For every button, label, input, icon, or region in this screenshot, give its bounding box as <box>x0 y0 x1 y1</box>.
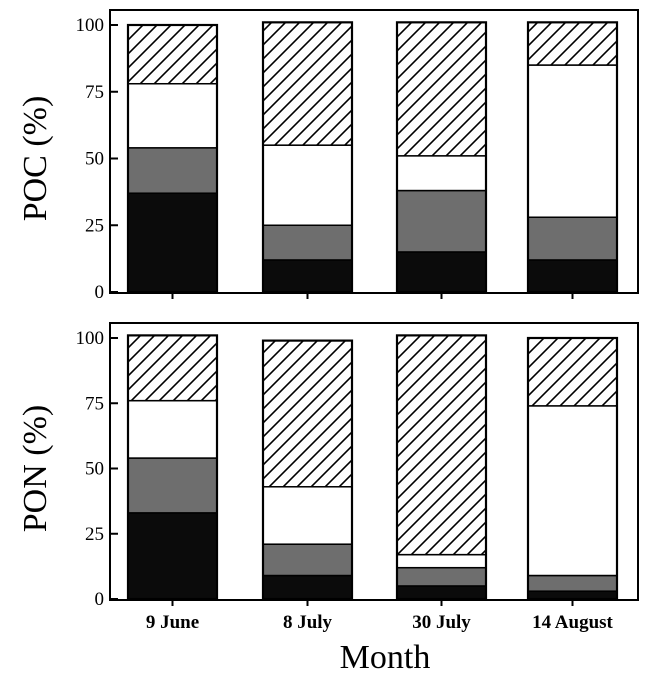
poc-y-tick-label: 100 <box>76 15 105 36</box>
poc-bar-segment-dark-grey <box>527 216 618 261</box>
poc-plot-frame <box>109 9 639 294</box>
pon-bar-segment-white <box>396 553 487 569</box>
poc-y-tick-label: 50 <box>85 149 104 170</box>
pon-category-label: 30 July <box>412 612 471 633</box>
pon-category-label: 8 July <box>283 612 333 633</box>
pon-bar-segment-white <box>127 399 218 459</box>
pon-category-label: 9 June <box>146 612 199 633</box>
poc-bar-segment-hatched <box>527 21 618 66</box>
pon-bar-segment-black <box>527 590 618 600</box>
pon-bar-segment-hatched <box>527 337 618 407</box>
poc-bar-segment-hatched <box>127 24 218 85</box>
pon-bar-segment-dark-grey <box>127 457 218 514</box>
pon-bar-segment-hatched <box>127 334 218 402</box>
poc-bar-outline <box>395 21 488 294</box>
poc-bar-segment-hatched <box>396 21 487 157</box>
x-axis-title: Month <box>340 639 431 676</box>
pon-category-label: 14 August <box>532 612 613 633</box>
pon-bar-outline <box>126 334 219 601</box>
poc-bar-segment-white <box>262 144 353 226</box>
pon-y-tick-label: 25 <box>85 524 104 545</box>
poc-panel: 0 25 50 75 100 POC (%) <box>17 9 639 303</box>
poc-y-tick-label: 25 <box>85 215 104 236</box>
pon-y-tick-label: 100 <box>76 328 105 349</box>
poc-bar-outline <box>126 23 219 294</box>
poc-bar-segment-black <box>527 259 618 293</box>
poc-bar-segment-white <box>396 155 487 192</box>
poc-bar-segment-black <box>396 251 487 293</box>
pon-bar-segment-dark-grey <box>527 574 618 592</box>
pon-y-axis-title: PON (%) <box>17 405 54 532</box>
pon-bar-segment-hatched <box>396 334 487 556</box>
pon-bar-segment-black <box>127 512 218 600</box>
pon-bar-segment-white <box>262 486 353 545</box>
poc-y-tick-label: 75 <box>85 82 104 103</box>
pon-y-tick-label: 50 <box>85 459 104 480</box>
pon-y-tick-label: 0 <box>95 589 105 610</box>
poc-bar-outline <box>526 21 619 294</box>
poc-bar-segment-white <box>127 82 218 149</box>
poc-y-tick-label: 0 <box>95 282 105 303</box>
poc-bar-segment-white <box>527 64 618 218</box>
pon-bar-outline <box>526 336 619 601</box>
poc-bar-outline <box>261 21 354 294</box>
pon-bar-segment-dark-grey <box>262 543 353 577</box>
pon-bar-segment-hatched <box>262 339 353 488</box>
pon-bar-segment-dark-grey <box>396 566 487 587</box>
pon-plot-frame <box>109 322 639 601</box>
pon-bar-segment-black <box>262 574 353 600</box>
poc-bar-segment-hatched <box>262 21 353 146</box>
poc-bar-segment-dark-grey <box>396 189 487 253</box>
pon-bar-outline <box>261 339 354 601</box>
pon-bar-segment-black <box>396 585 487 600</box>
poc-bar-segment-black <box>127 192 218 293</box>
poc-bar-segment-dark-grey <box>262 224 353 261</box>
pon-bar-outline <box>395 334 488 601</box>
poc-bar-segment-dark-grey <box>127 147 218 194</box>
pon-panel: 0 25 50 75 100 PON (%) 9 June 8 July 30 July 14 A… <box>17 322 639 633</box>
pon-bar-segment-white <box>527 405 618 577</box>
poc-bar-segment-black <box>262 259 353 293</box>
poc-y-axis-title: POC (%) <box>17 96 54 222</box>
pon-y-tick-label: 75 <box>85 393 104 414</box>
